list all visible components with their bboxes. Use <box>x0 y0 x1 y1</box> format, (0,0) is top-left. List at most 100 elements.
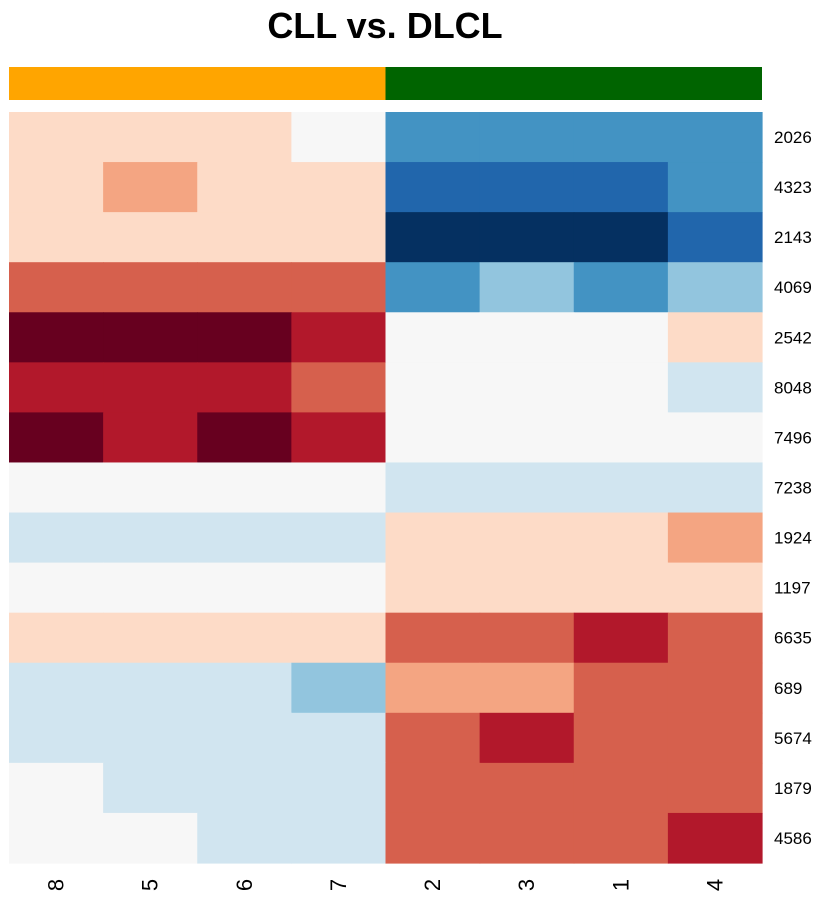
heatmap-cell <box>479 262 575 313</box>
heatmap-cell <box>573 562 669 614</box>
heatmap-cell <box>573 612 669 664</box>
heatmap-cell <box>667 612 763 664</box>
column-label: 4 <box>702 879 727 891</box>
heatmap-cell <box>385 412 481 464</box>
heatmap-cell <box>667 312 763 363</box>
row-label: 7238 <box>774 479 812 498</box>
heatmap-cell <box>385 612 481 664</box>
heatmap-cell <box>385 112 481 163</box>
heatmap-cell <box>479 362 575 413</box>
column-label: 7 <box>326 879 351 891</box>
heatmap-cell <box>479 162 575 213</box>
heatmap-cell <box>479 512 575 564</box>
heatmap-cell <box>197 262 292 313</box>
heatmap-cell <box>291 312 387 363</box>
heatmap-cell <box>385 812 481 864</box>
heatmap-cell <box>573 412 669 464</box>
heatmap-cell <box>103 262 198 313</box>
row-label: 1924 <box>774 529 812 548</box>
row-label: 8048 <box>774 378 812 397</box>
row-label: 2143 <box>774 228 812 247</box>
heatmap-cell <box>9 412 104 464</box>
column-label: 2 <box>420 879 445 891</box>
heatmap-cell <box>479 612 575 664</box>
heatmap-cell <box>385 212 481 263</box>
column-label: 5 <box>138 879 163 891</box>
heatmap-cell <box>103 762 198 814</box>
heatmap-cell <box>667 762 763 814</box>
heatmap-cell <box>197 162 292 213</box>
heatmap-cell <box>9 162 104 213</box>
heatmap-cell <box>103 412 198 464</box>
heatmap-cell <box>103 612 198 664</box>
row-label: 5674 <box>774 729 812 748</box>
heatmap-cell <box>197 112 292 163</box>
heatmap-cell <box>9 662 104 714</box>
heatmap-cell <box>667 662 763 714</box>
heatmap-cell <box>667 112 763 163</box>
heatmap-cell <box>667 212 763 263</box>
heatmap-cell <box>479 412 575 464</box>
heatmap-cell <box>573 162 669 213</box>
heatmap-cell <box>103 162 198 213</box>
heatmap-cell <box>103 512 198 564</box>
heatmap-cell <box>291 662 387 714</box>
row-label: 2542 <box>774 328 812 347</box>
heatmap-cell <box>573 662 669 714</box>
heatmap-cell <box>103 312 198 363</box>
heatmap-cell <box>103 562 198 614</box>
heatmap-cell <box>479 462 575 514</box>
column-label: 8 <box>44 879 69 891</box>
heatmap-cell <box>197 812 292 864</box>
heatmap-cell <box>9 112 104 163</box>
heatmap-cell <box>103 212 198 263</box>
heatmap-cell <box>385 462 481 514</box>
heatmap-cell <box>291 512 387 564</box>
heatmap-cell <box>197 712 292 764</box>
heatmap-cell <box>667 512 763 564</box>
heatmap-cell <box>9 512 104 564</box>
row-label: 2026 <box>774 128 812 147</box>
heatmap-cell <box>291 362 387 413</box>
chart-title: CLL vs. DLCL <box>267 5 503 46</box>
heatmap-cell <box>479 712 575 764</box>
heatmap-cell <box>291 612 387 664</box>
heatmap-cell <box>291 262 387 313</box>
heatmap-cells <box>9 112 763 864</box>
heatmap-cell <box>103 362 198 413</box>
heatmap-cell <box>573 212 669 263</box>
heatmap-cell <box>291 112 387 163</box>
row-label: 1879 <box>774 779 812 798</box>
heatmap-cell <box>667 262 763 313</box>
heatmap-cell <box>479 562 575 614</box>
heatmap-cell <box>667 412 763 464</box>
heatmap-cell <box>9 362 104 413</box>
heatmap-cell <box>573 712 669 764</box>
heatmap-cell <box>385 312 481 363</box>
heatmap-cell <box>479 662 575 714</box>
heatmap-cell <box>9 462 104 514</box>
heatmap-cell <box>573 512 669 564</box>
heatmap-cell <box>573 462 669 514</box>
heatmap-cell <box>9 312 104 363</box>
heatmap-cell <box>197 212 292 263</box>
heatmap-cell <box>479 812 575 864</box>
heatmap-cell <box>667 362 763 413</box>
row-label: 4069 <box>774 278 812 297</box>
heatmap-cell <box>9 612 104 664</box>
heatmap-cell <box>291 462 387 514</box>
group-bar-cll <box>9 67 386 100</box>
heatmap-cell <box>385 662 481 714</box>
heatmap-cell <box>479 762 575 814</box>
heatmap-cell <box>385 512 481 564</box>
column-group-bar <box>9 67 762 100</box>
row-labels: 2026 4323 2143 4069 2542 8048 7496 7238 1924 1197… <box>774 128 812 848</box>
row-label: 1197 <box>774 579 811 598</box>
heatmap-cell <box>385 262 481 313</box>
heatmap-cell <box>667 562 763 614</box>
heatmap-cell <box>103 662 198 714</box>
heatmap-cell <box>9 262 104 313</box>
heatmap-cell <box>291 162 387 213</box>
